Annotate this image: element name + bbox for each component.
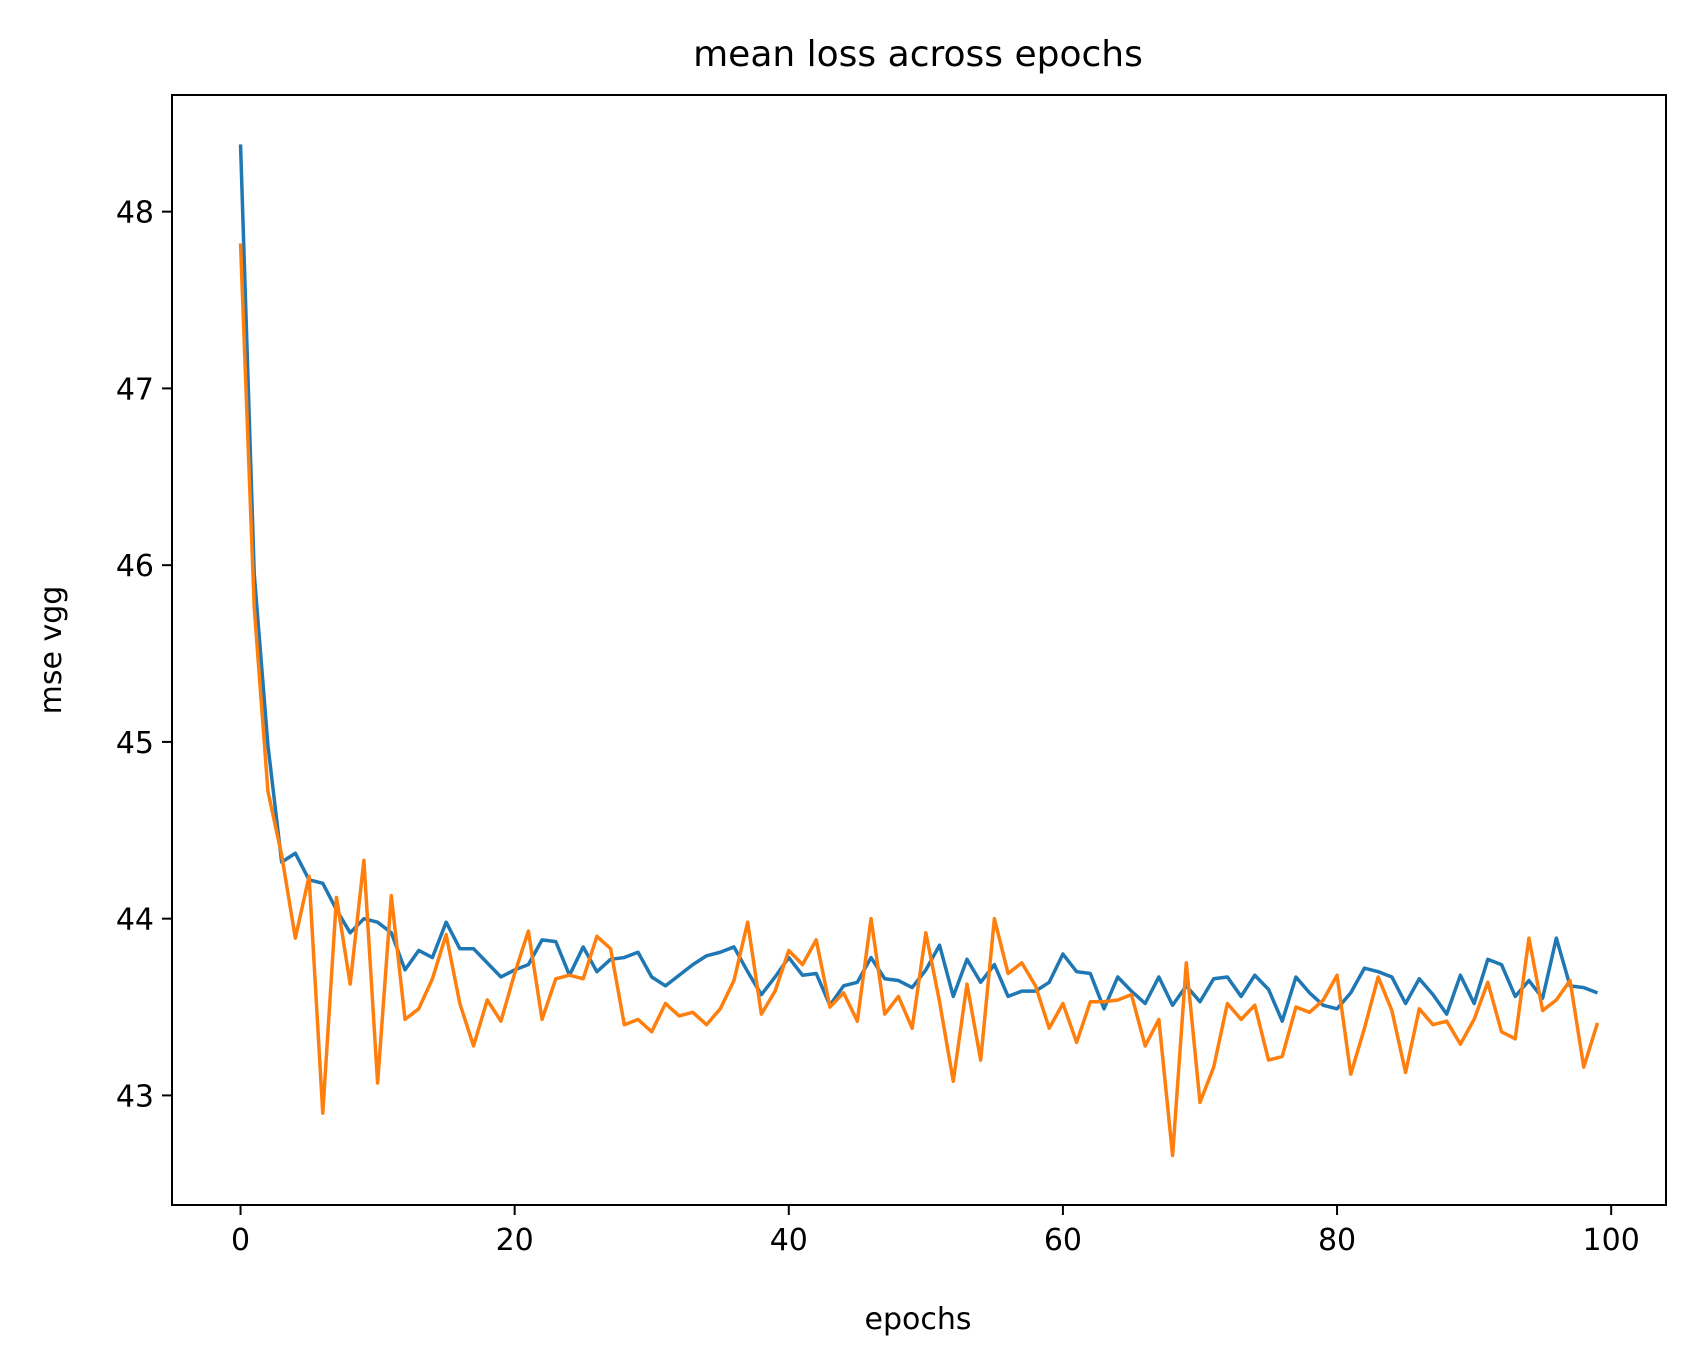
y-tick-label: 47: [116, 372, 154, 407]
x-tick-label: 100: [1583, 1223, 1640, 1258]
y-axis: 43 44 45 46 47 48: [116, 196, 172, 1114]
series-layer: [238, 144, 1600, 1158]
x-tick-label: 40: [770, 1223, 808, 1258]
x-axis-label: epochs: [865, 1302, 972, 1337]
y-tick-label: 46: [116, 549, 154, 584]
x-tick-label: 80: [1318, 1223, 1356, 1258]
y-tick-label: 44: [116, 903, 154, 938]
chart-title: mean loss across epochs: [693, 34, 1143, 75]
y-tick-label: 43: [116, 1079, 154, 1114]
x-axis: 0 20 40 60 80 100: [231, 1205, 1640, 1258]
x-tick-label: 60: [1044, 1223, 1082, 1258]
series-line-2: [238, 243, 1600, 1158]
y-tick-label: 45: [116, 726, 154, 761]
y-tick-label: 48: [116, 196, 154, 231]
y-axis-label: mse vgg: [34, 586, 69, 715]
x-tick-label: 20: [496, 1223, 534, 1258]
plot-frame: [171, 94, 1667, 1206]
x-tick-label: 0: [231, 1223, 250, 1258]
